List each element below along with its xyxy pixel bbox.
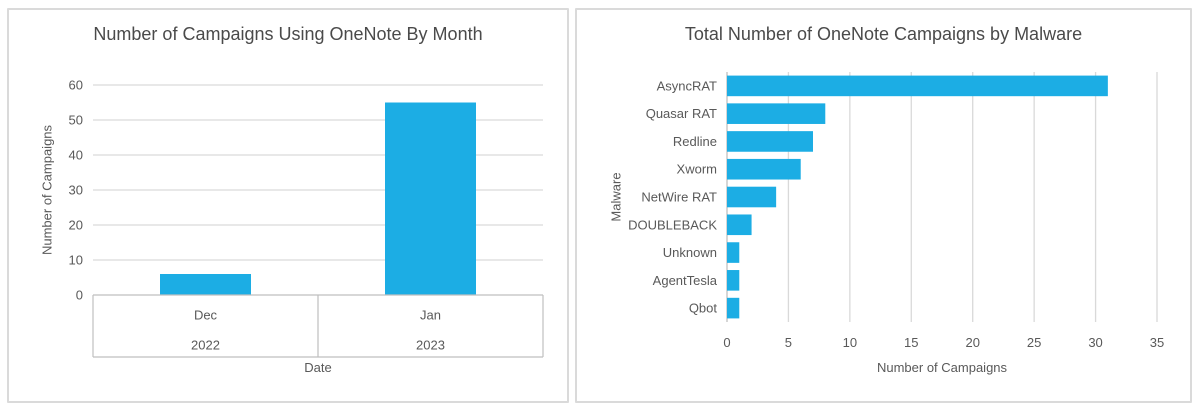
category-label-DOUBLEBACK: DOUBLEBACK xyxy=(628,217,717,232)
column-chart-plot-area: 0 10 20 30 40 50 60 Dec 2022 Jan 2023 xyxy=(69,78,544,358)
bar-Redline xyxy=(727,131,813,152)
bar-Qbot xyxy=(727,297,740,319)
campaigns-by-malware-chart-card: Total Number of OneNote Campaigns by Mal… xyxy=(575,8,1192,403)
y-axis-title-malware: Malware xyxy=(608,172,624,222)
bar-Unknown xyxy=(727,242,740,263)
category-label-Unknown: Unknown xyxy=(663,245,717,260)
x-axis-title-number-of-campaigns: Number of Campaigns xyxy=(876,360,1008,375)
bar-DOUBLEBACK xyxy=(727,214,752,236)
y-tick-label: 10 xyxy=(69,253,83,268)
y-tick-label: 0 xyxy=(76,288,83,303)
x-tick-label: 25 xyxy=(1027,335,1041,350)
x-axis-title-date: Date xyxy=(304,360,332,375)
category-label-Xworm: Xworm xyxy=(677,162,717,177)
chart-title-monthly: Number of Campaigns Using OneNote By Mon… xyxy=(93,24,483,44)
category-year-label: 2023 xyxy=(416,338,445,353)
bar-AsyncRAT xyxy=(727,75,1108,97)
y-tick-label: 30 xyxy=(69,183,83,198)
y-tick-label: 60 xyxy=(69,78,83,93)
bar-AgentTesla xyxy=(727,270,740,291)
category-label-NetWire-RAT: NetWire RAT xyxy=(641,190,717,205)
x-tick-label: 10 xyxy=(843,335,857,350)
campaigns-by-month-chart-card: Number of Campaigns Using OneNote By Mon… xyxy=(7,8,569,403)
category-label-Qbot: Qbot xyxy=(689,301,718,316)
x-tick-label: 30 xyxy=(1088,335,1102,350)
category-label-Redline: Redline xyxy=(673,134,717,149)
category-year-label: 2022 xyxy=(191,338,220,353)
x-tick-label: 20 xyxy=(965,335,979,350)
category-label-Quasar-RAT: Quasar RAT xyxy=(646,106,717,121)
y-tick-label: 20 xyxy=(69,218,83,233)
bar-NetWire-RAT xyxy=(727,186,777,208)
chart-title-malware: Total Number of OneNote Campaigns by Mal… xyxy=(684,24,1083,44)
category-month-label: Jan xyxy=(420,308,441,323)
bar-Xworm xyxy=(727,158,801,180)
y-tick-label: 50 xyxy=(69,113,83,128)
x-tick-label: 5 xyxy=(785,335,792,350)
category-month-label: Dec xyxy=(194,308,218,323)
category-label-AgentTesla: AgentTesla xyxy=(653,273,718,288)
bar-Dec-2022 xyxy=(160,274,251,295)
y-axis-title-number-of-campaigns: Number of Campaigns xyxy=(39,124,55,256)
category-label-AsyncRAT: AsyncRAT xyxy=(657,78,717,93)
bar-Jan-2023 xyxy=(385,102,476,295)
x-tick-label: 0 xyxy=(723,335,730,350)
bar-Quasar-RAT xyxy=(727,103,826,124)
x-tick-label: 35 xyxy=(1150,335,1164,350)
y-tick-label: 40 xyxy=(69,148,83,163)
bar-chart-plot-area: 0 5 10 15 20 25 30 35 AsyncRAT Quasar RAT Redline X… xyxy=(628,72,1164,350)
x-tick-label: 15 xyxy=(904,335,918,350)
